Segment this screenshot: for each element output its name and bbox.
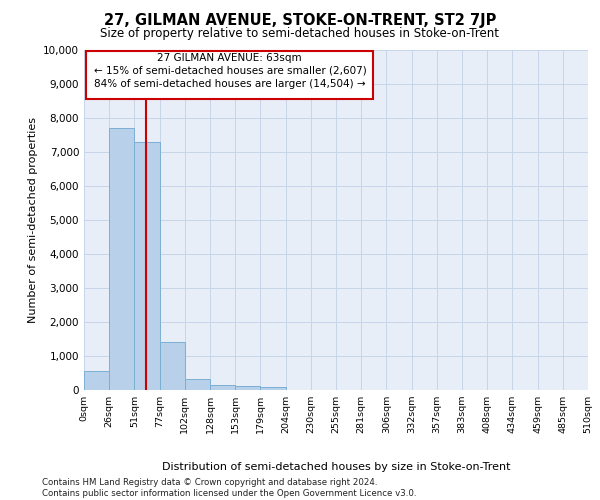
- Bar: [109, 128, 134, 390]
- Bar: [260, 387, 286, 390]
- Bar: [210, 384, 235, 390]
- Text: 84% of semi-detached houses are larger (14,504) →: 84% of semi-detached houses are larger (…: [94, 79, 365, 89]
- Bar: [235, 386, 260, 390]
- Text: 27 GILMAN AVENUE: 63sqm: 27 GILMAN AVENUE: 63sqm: [157, 54, 302, 64]
- Y-axis label: Number of semi-detached properties: Number of semi-detached properties: [28, 117, 38, 323]
- Bar: [160, 342, 185, 390]
- Text: Size of property relative to semi-detached houses in Stoke-on-Trent: Size of property relative to semi-detach…: [101, 28, 499, 40]
- Bar: [86, 50, 373, 99]
- Text: Contains HM Land Registry data © Crown copyright and database right 2024.
Contai: Contains HM Land Registry data © Crown c…: [42, 478, 416, 498]
- Text: Distribution of semi-detached houses by size in Stoke-on-Trent: Distribution of semi-detached houses by …: [162, 462, 510, 472]
- Text: 27, GILMAN AVENUE, STOKE-ON-TRENT, ST2 7JP: 27, GILMAN AVENUE, STOKE-ON-TRENT, ST2 7…: [104, 12, 496, 28]
- Bar: [84, 372, 109, 390]
- Text: ← 15% of semi-detached houses are smaller (2,607): ← 15% of semi-detached houses are smalle…: [94, 66, 367, 76]
- Bar: [134, 142, 160, 390]
- Bar: [185, 379, 210, 390]
